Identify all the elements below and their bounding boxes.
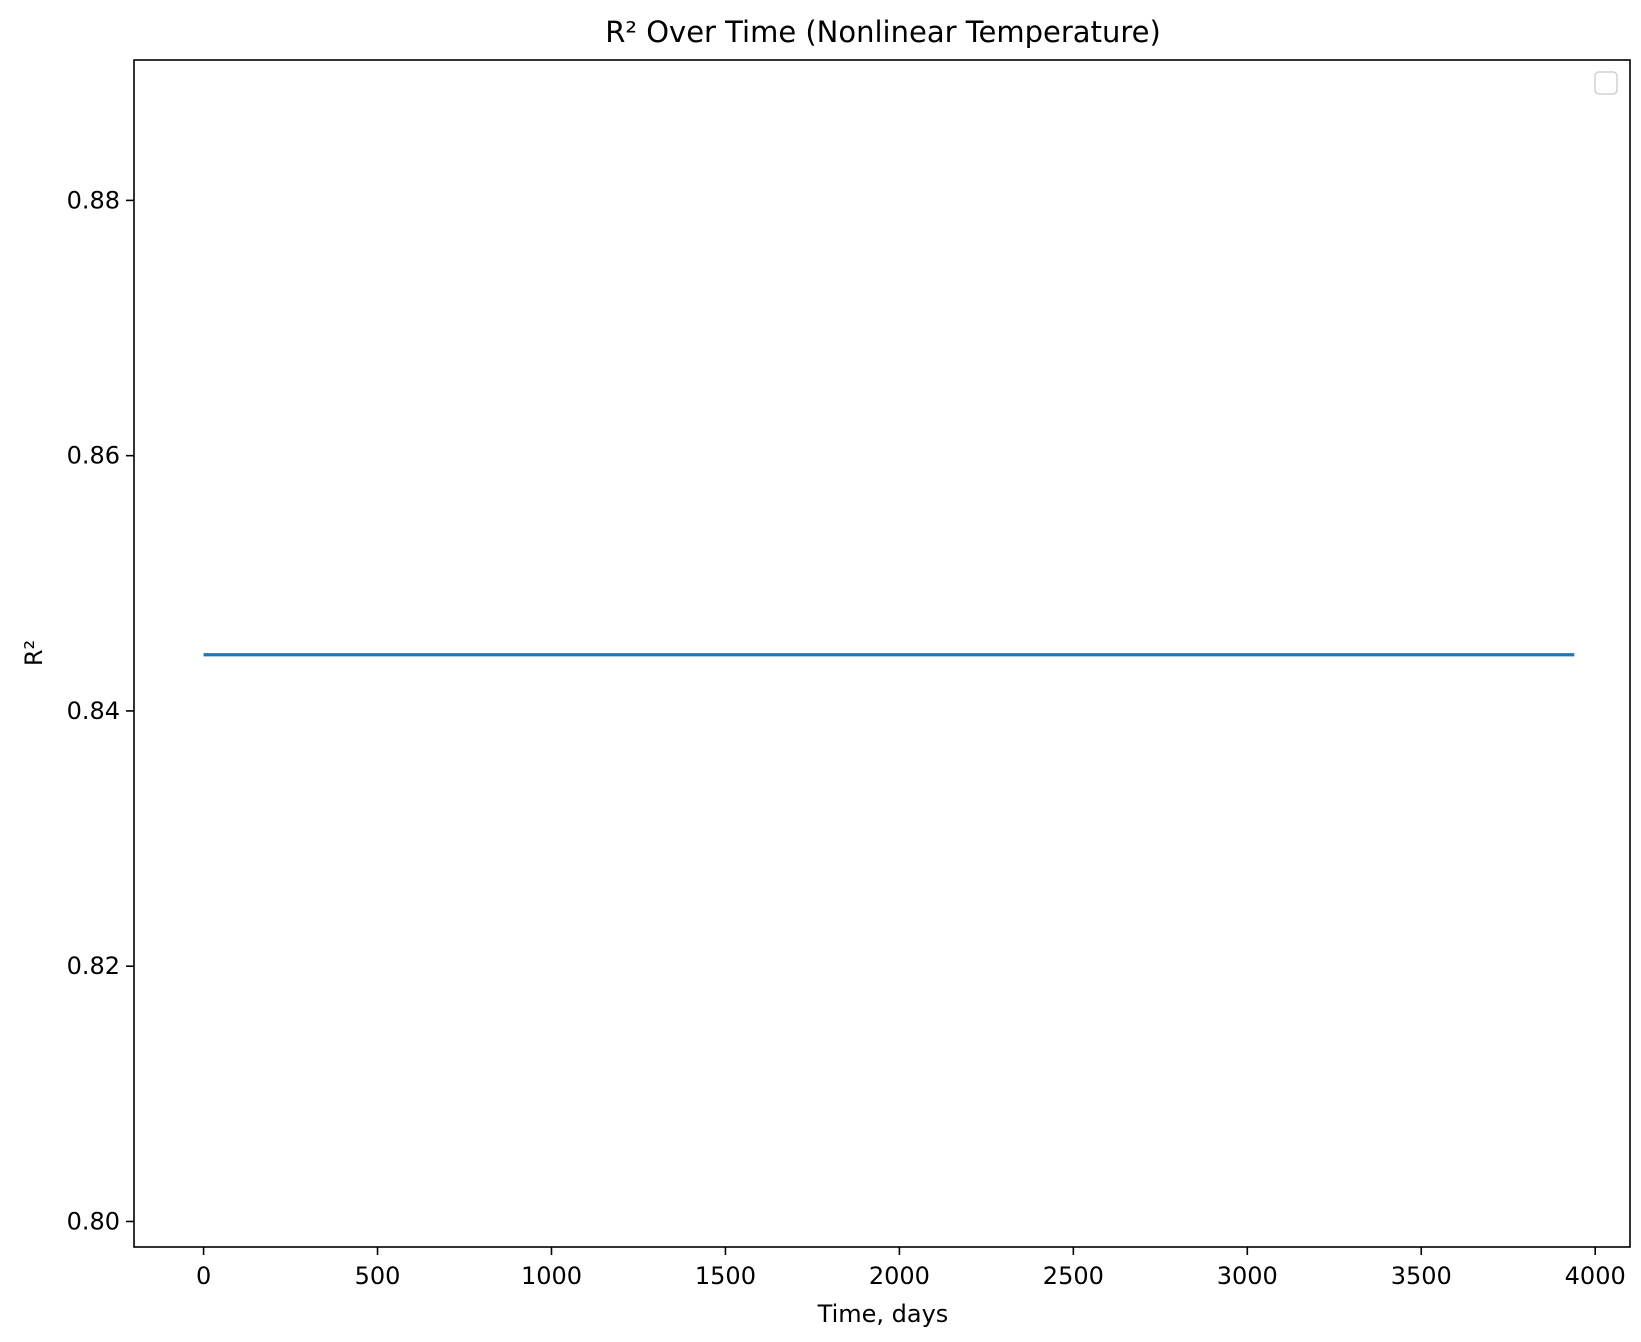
x-tick-label: 1000 [521, 1262, 582, 1290]
x-tick-label: 3000 [1217, 1262, 1278, 1290]
x-axis-label: Time, days [817, 1300, 949, 1328]
x-tick-label: 1500 [695, 1262, 756, 1290]
y-tick-label: 0.86 [67, 442, 120, 470]
x-axis-ticks: 0 500 1000 1500 2000 2500 3000 3500 4000 [196, 1247, 1626, 1290]
y-axis-ticks: 0.80 0.82 0.84 0.86 0.88 [67, 186, 134, 1235]
chart-title: R² Over Time (Nonlinear Temperature) [605, 15, 1161, 49]
x-tick-label: 2000 [869, 1262, 930, 1290]
x-tick-label: 0 [196, 1262, 211, 1290]
y-axis-label: R² [20, 640, 48, 666]
x-tick-label: 500 [355, 1262, 401, 1290]
legend-box [1594, 71, 1618, 95]
y-tick-label: 0.88 [67, 186, 120, 214]
plot-area [133, 59, 1631, 1248]
x-tick-label: 2500 [1043, 1262, 1104, 1290]
y-tick-label: 0.84 [67, 697, 120, 725]
y-tick-label: 0.82 [67, 952, 120, 980]
x-tick-label: 3500 [1391, 1262, 1452, 1290]
x-tick-label: 4000 [1565, 1262, 1626, 1290]
y-tick-label: 0.80 [67, 1207, 120, 1235]
